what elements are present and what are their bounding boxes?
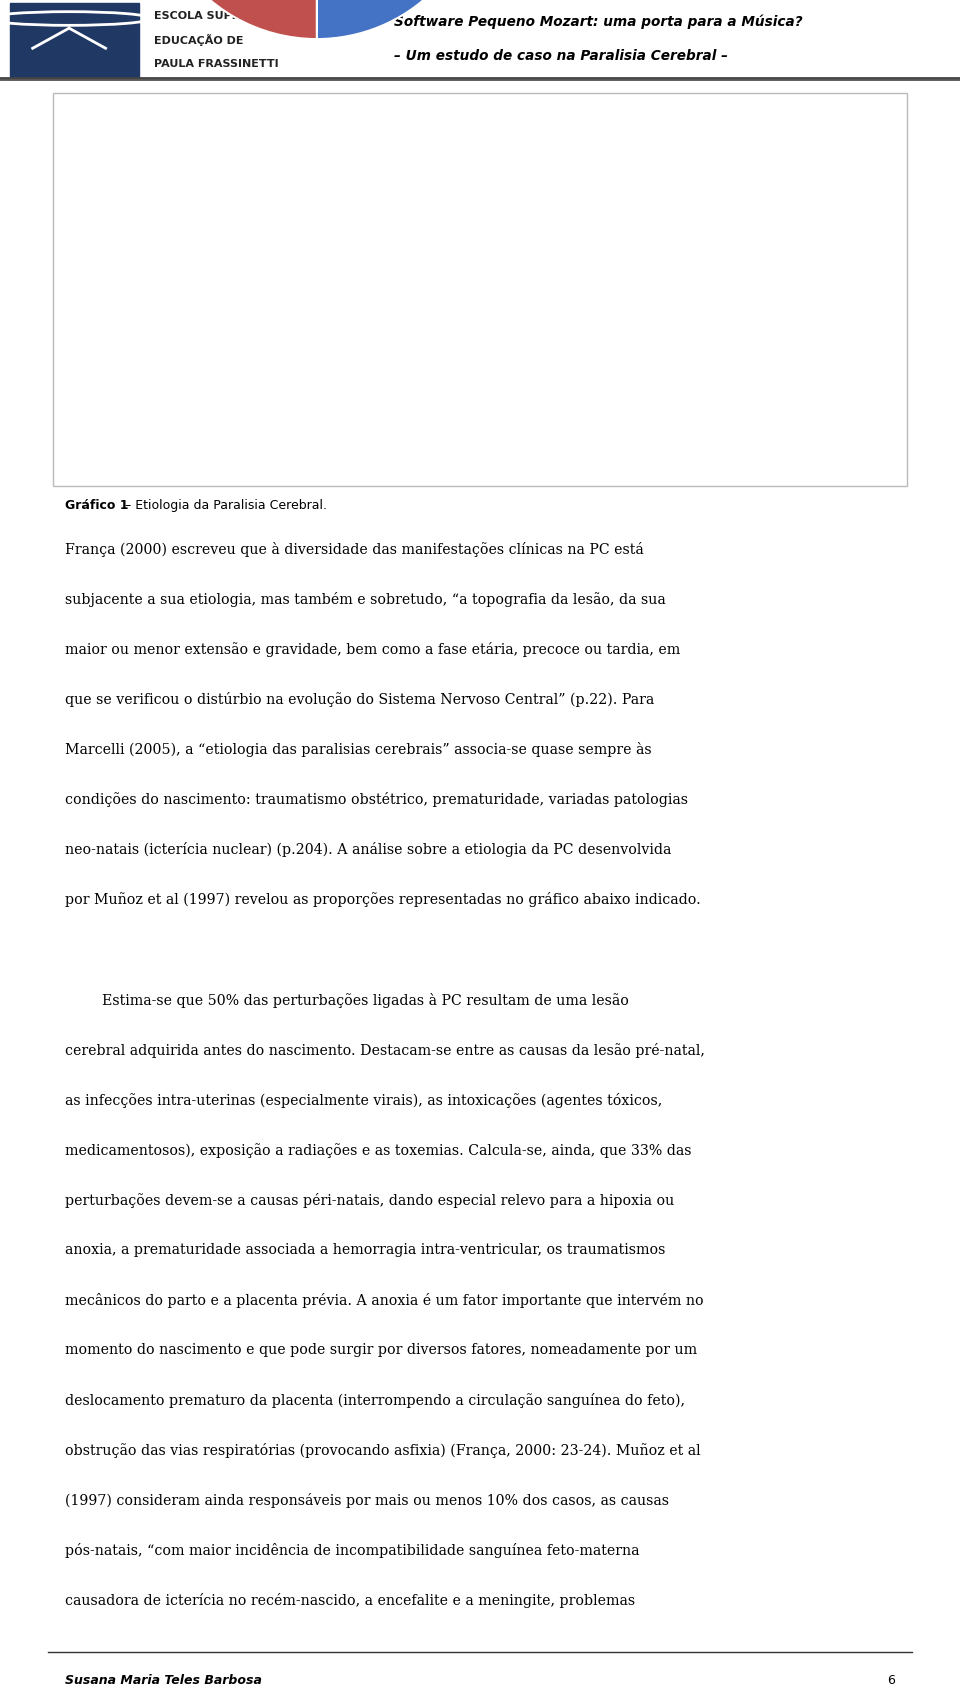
Text: EDUCAÇÃO DE: EDUCAÇÃO DE bbox=[154, 34, 243, 46]
Text: neo-natais (icterícia nuclear) (p.204). A análise sobre a etiologia da PC desenv: neo-natais (icterícia nuclear) (p.204). … bbox=[65, 842, 672, 857]
Wedge shape bbox=[317, 0, 482, 39]
Text: Gráfico 1: Gráfico 1 bbox=[65, 498, 129, 512]
Text: por Muñoz et al (1997) revelou as proporções representadas no gráfico abaixo ind: por Muñoz et al (1997) revelou as propor… bbox=[65, 893, 701, 907]
Text: 6: 6 bbox=[887, 1674, 895, 1686]
Text: – Etiologia da Paralisia Cerebral.: – Etiologia da Paralisia Cerebral. bbox=[121, 498, 327, 512]
Text: ESCOLA SUPERIOR DE: ESCOLA SUPERIOR DE bbox=[154, 12, 290, 20]
Text: cerebral adquirida antes do nascimento. Destacam-se entre as causas da lesão pré: cerebral adquirida antes do nascimento. … bbox=[65, 1043, 706, 1058]
Text: PAULA FRASSINETTI: PAULA FRASSINETTI bbox=[154, 60, 278, 70]
Text: subjacente a sua etiologia, mas também e sobretudo, “a topografia da lesão, da s: subjacente a sua etiologia, mas também e… bbox=[65, 592, 666, 607]
Text: (1997) consideram ainda responsáveis por mais ou menos 10% dos casos, as causas: (1997) consideram ainda responsáveis por… bbox=[65, 1493, 669, 1509]
Text: França (2000) escreveu que à diversidade das manifestações clínicas na PC está: França (2000) escreveu que à diversidade… bbox=[65, 543, 644, 556]
Text: Software Pequeno Mozart: uma porta para a Música?: Software Pequeno Mozart: uma porta para … bbox=[394, 15, 803, 29]
Text: perturbações devem-se a causas péri-natais, dando especial relevo para a hipoxia: perturbações devem-se a causas péri-nata… bbox=[65, 1192, 675, 1208]
Text: pós-natais, “com maior incidência de incompatibilidade sanguínea feto-materna: pós-natais, “com maior incidência de inc… bbox=[65, 1543, 639, 1558]
Text: que se verificou o distúrbio na evolução do Sistema Nervoso Central” (p.22). Par: que se verificou o distúrbio na evolução… bbox=[65, 692, 655, 708]
FancyBboxPatch shape bbox=[53, 94, 907, 486]
Text: Susana Maria Teles Barbosa: Susana Maria Teles Barbosa bbox=[65, 1674, 262, 1686]
Text: Marcelli (2005), a “etiologia das paralisias cerebrais” associa-se quase sempre : Marcelli (2005), a “etiologia das parali… bbox=[65, 742, 652, 757]
Text: Estima-se que 50% das perturbações ligadas à PC resultam de uma lesão: Estima-se que 50% das perturbações ligad… bbox=[102, 993, 629, 1007]
Text: medicamentosos), exposição a radiações e as toxemias. Calcula-se, ainda, que 33%: medicamentosos), exposição a radiações e… bbox=[65, 1143, 692, 1158]
FancyBboxPatch shape bbox=[10, 3, 139, 77]
Text: maior ou menor extensão e gravidade, bem como a fase etária, precoce ou tardia, : maior ou menor extensão e gravidade, bem… bbox=[65, 643, 681, 657]
Text: deslocamento prematuro da placenta (interrompendo a circulação sanguínea do feto: deslocamento prematuro da placenta (inte… bbox=[65, 1393, 685, 1408]
Text: anoxia, a prematuridade associada a hemorragia intra-ventricular, os traumatismo: anoxia, a prematuridade associada a hemo… bbox=[65, 1243, 665, 1257]
Text: condições do nascimento: traumatismo obstétrico, prematuridade, variadas patolog: condições do nascimento: traumatismo obs… bbox=[65, 793, 688, 808]
Text: mecânicos do parto e a placenta prévia. A anoxia é um fator importante que inter: mecânicos do parto e a placenta prévia. … bbox=[65, 1293, 704, 1308]
Wedge shape bbox=[152, 0, 317, 39]
Text: – Um estudo de caso na Paralisia Cerebral –: – Um estudo de caso na Paralisia Cerebra… bbox=[394, 49, 728, 63]
Text: obstrução das vias respiratórias (provocando asfixia) (França, 2000: 23-24). Muñ: obstrução das vias respiratórias (provoc… bbox=[65, 1442, 701, 1458]
Text: momento do nascimento e que pode surgir por diversos fatores, nomeadamente por u: momento do nascimento e que pode surgir … bbox=[65, 1344, 697, 1357]
Text: as infecções intra-uterinas (especialmente virais), as intoxicações (agentes tóx: as infecções intra-uterinas (especialmen… bbox=[65, 1092, 662, 1107]
Text: causadora de icterícia no recém-nascido, a encefalite e a meningite, problemas: causadora de icterícia no recém-nascido,… bbox=[65, 1594, 636, 1607]
